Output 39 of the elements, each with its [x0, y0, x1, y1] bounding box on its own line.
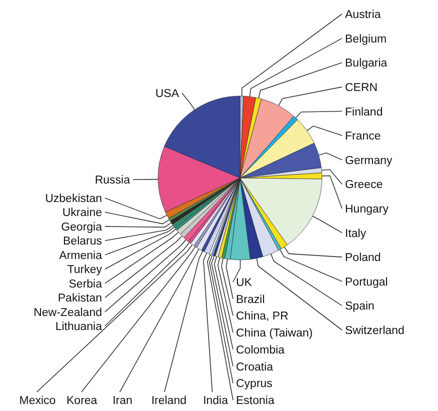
- slice-label: Lithuania: [55, 321, 103, 334]
- slice-label: Brazil: [236, 294, 265, 306]
- slice-label: Estonia: [236, 395, 275, 408]
- slice-label: Uzbekistan: [45, 193, 102, 206]
- slice-label: Poland: [345, 252, 381, 264]
- slice-label: Greece: [345, 179, 383, 192]
- slice-label: Croatia: [236, 361, 274, 374]
- slice-label: Serbia: [68, 278, 103, 290]
- slice-label: China, PR: [236, 310, 288, 323]
- slice-label: Belarus: [63, 236, 102, 248]
- slice-label: Germany: [345, 154, 393, 167]
- slice-label: Armenia: [59, 250, 103, 262]
- slice-label: USA: [155, 88, 180, 100]
- slice-label: Belgium: [345, 33, 387, 46]
- slice-label: New-Zealand: [34, 306, 102, 319]
- slice-label: Pakistan: [58, 292, 102, 305]
- slice-label: Hungary: [345, 203, 389, 216]
- slice-label: Finland: [345, 106, 383, 118]
- slice-label: Cyprus: [236, 378, 273, 390]
- slice-label: CERN: [345, 82, 378, 94]
- slice-label: Colombia: [236, 344, 286, 356]
- slice-label: Ireland: [151, 395, 186, 408]
- slice-label: Russia: [94, 174, 131, 187]
- slice-label: Italy: [345, 228, 366, 240]
- slice-label: Bulgaria: [345, 58, 388, 70]
- slice-label: Portugal: [345, 276, 388, 288]
- slice-label: UK: [236, 277, 252, 290]
- slice-label: Austria: [345, 9, 382, 22]
- slice-label: Ukraine: [62, 207, 102, 220]
- slice-label: Turkey: [67, 264, 102, 276]
- slice-label: Georgia: [61, 221, 103, 234]
- slice-label: India: [203, 395, 229, 408]
- slice-label: China (Taiwan): [236, 328, 313, 340]
- slice-label: Mexico: [19, 395, 56, 408]
- slice-label: Switzerland: [345, 325, 404, 338]
- slice-label: Spain: [345, 300, 374, 313]
- slice-label: Korea: [66, 395, 98, 408]
- slice-label: France: [345, 130, 381, 143]
- slice-label: Iran: [112, 395, 132, 408]
